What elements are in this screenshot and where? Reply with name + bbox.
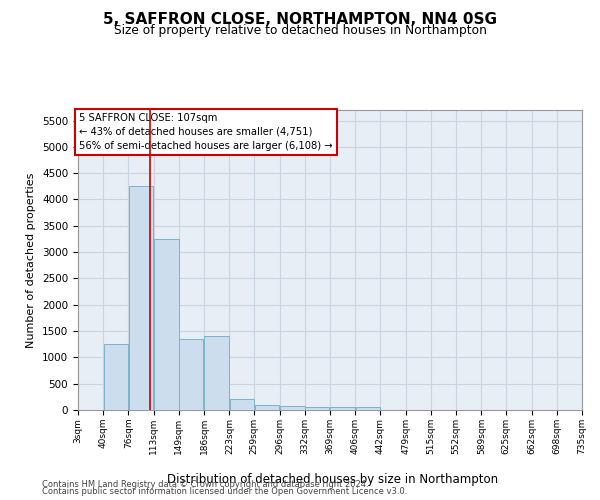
Text: Contains HM Land Registry data © Crown copyright and database right 2024.: Contains HM Land Registry data © Crown c…	[42, 480, 368, 489]
Text: 5 SAFFRON CLOSE: 107sqm
← 43% of detached houses are smaller (4,751)
56% of semi: 5 SAFFRON CLOSE: 107sqm ← 43% of detache…	[79, 112, 333, 150]
Text: Contains public sector information licensed under the Open Government Licence v3: Contains public sector information licen…	[42, 487, 407, 496]
Bar	[128, 186, 153, 410]
Bar	[205, 336, 229, 410]
Bar	[305, 408, 329, 410]
Text: Distribution of detached houses by size in Northampton: Distribution of detached houses by size …	[167, 474, 499, 486]
Text: 5, SAFFRON CLOSE, NORTHAMPTON, NN4 0SG: 5, SAFFRON CLOSE, NORTHAMPTON, NN4 0SG	[103, 12, 497, 28]
Bar	[356, 408, 380, 410]
Bar	[104, 344, 128, 410]
Bar	[280, 406, 305, 410]
Bar	[254, 404, 279, 410]
Bar	[331, 407, 355, 410]
Text: Size of property relative to detached houses in Northampton: Size of property relative to detached ho…	[113, 24, 487, 37]
Bar	[179, 339, 203, 410]
Bar	[230, 400, 254, 410]
Bar	[154, 239, 179, 410]
Y-axis label: Number of detached properties: Number of detached properties	[26, 172, 37, 348]
